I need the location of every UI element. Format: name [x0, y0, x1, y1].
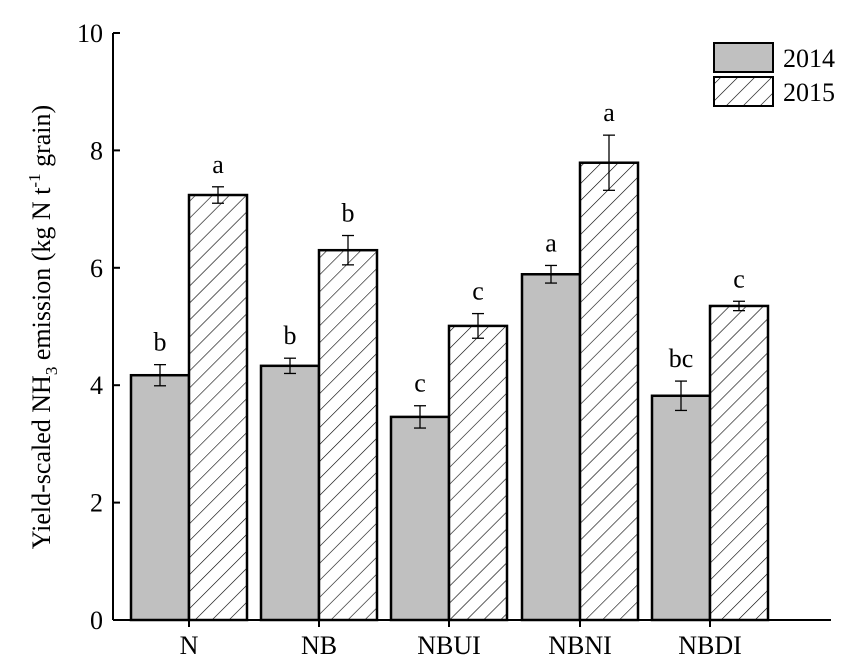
y-tick-label: 8 [90, 136, 103, 165]
y-tick-label: 0 [90, 606, 103, 635]
axes: 0 2 4 6 8 10 N NB NBUI NBNI NBDI [77, 19, 831, 660]
significance-letter: b [284, 321, 297, 350]
x-tick-label: NBUI [417, 631, 481, 660]
y-tick-label: 4 [90, 371, 103, 400]
x-tick-label: NB [301, 631, 337, 660]
y-tick-label: 6 [90, 254, 103, 283]
significance-letter: a [212, 150, 224, 179]
y-axis-label: Yield-scaled NH3 emission (kg N t-1 grai… [25, 105, 61, 549]
bar-2015 [578, 161, 640, 622]
legend-swatch-2014 [713, 42, 774, 73]
bar-2015 [317, 248, 379, 622]
significance-letter: a [545, 228, 557, 257]
x-tick-label: NBNI [548, 631, 612, 660]
significance-letter: b [342, 199, 355, 228]
legend-label-2015: 2015 [783, 78, 835, 107]
bar-2014 [520, 273, 582, 622]
bar-2015 [447, 324, 509, 622]
significance-letter: a [603, 98, 615, 127]
y-tick-label: 2 [90, 489, 103, 518]
x-tick-label: N [180, 631, 199, 660]
significance-letter: c [414, 369, 426, 398]
legend-swatch-2015 [713, 76, 774, 107]
y-tick-label: 10 [77, 19, 103, 48]
bar-2014 [259, 364, 321, 622]
legend-label-2014: 2014 [783, 44, 835, 73]
significance-letter: b [154, 328, 167, 357]
x-tick-label: NBDI [678, 631, 742, 660]
bar-2015 [187, 193, 249, 622]
legend: 2014 2015 [713, 42, 835, 107]
significance-letter: c [733, 264, 745, 293]
bar-2014 [129, 373, 191, 622]
bar-2014 [650, 394, 712, 622]
bar-2015 [708, 304, 770, 622]
significance-letter: bc [669, 344, 694, 373]
significance-letter: c [472, 277, 484, 306]
bar-2014 [389, 415, 451, 622]
